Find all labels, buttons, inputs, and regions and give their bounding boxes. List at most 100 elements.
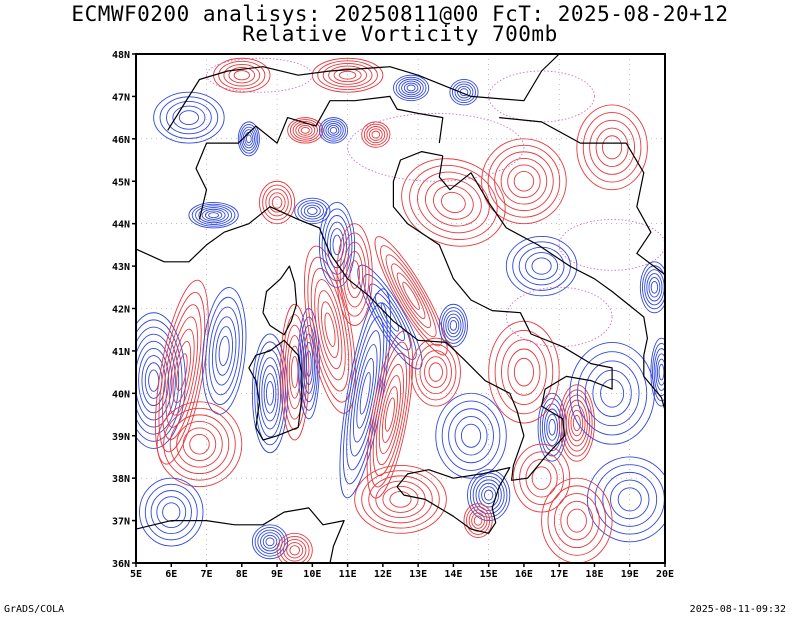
coastlines	[136, 54, 665, 563]
positive-vorticity-contour	[553, 493, 600, 549]
negative-vorticity-contour	[258, 357, 282, 430]
negative-vorticity-contour	[584, 360, 640, 427]
coastline-segment	[167, 54, 560, 131]
positive-vorticity-contour	[415, 343, 457, 401]
positive-vorticity-contour	[369, 341, 411, 488]
positive-vorticity-contour	[471, 512, 485, 529]
negative-vorticity-contour	[188, 202, 239, 229]
negative-vorticity-contour	[251, 333, 289, 454]
negative-vorticity-contour	[265, 537, 275, 547]
negative-vorticity-contour	[655, 353, 665, 391]
positive-vorticity-contour	[380, 245, 443, 347]
lat-tick-label: 36N	[112, 559, 130, 570]
negative-vorticity-contour	[646, 273, 663, 302]
negative-vorticity-contour	[178, 110, 199, 126]
positive-vorticity-contour	[223, 63, 261, 87]
positive-vorticity-contour	[163, 407, 236, 481]
lon-tick-label: 18E	[585, 569, 603, 580]
negative-vorticity-contour	[201, 208, 226, 222]
positive-vorticity-contour	[361, 470, 440, 529]
negative-vorticity-contour	[569, 341, 655, 445]
positive-vorticity-contour	[276, 532, 313, 563]
positive-vorticity-contour	[336, 223, 373, 326]
positive-vorticity-contour	[310, 267, 350, 392]
positive-vorticity-contour	[433, 185, 474, 220]
negative-vorticity-contour	[305, 350, 312, 377]
positive-vorticity-contour	[307, 256, 353, 403]
negative-vorticity-contour	[318, 117, 349, 144]
lon-tick-label: 11E	[339, 569, 357, 580]
negative-vorticity-contour	[254, 526, 286, 557]
negative-vorticity-contour	[398, 78, 424, 98]
lon-tick-label: 7E	[201, 569, 213, 580]
positive-vorticity-contour	[172, 341, 192, 404]
negative-vorticity-contour	[525, 252, 559, 281]
negative-vorticity-contour	[198, 207, 229, 224]
negative-vorticity-contour	[445, 313, 462, 338]
lon-tick-label: 9E	[271, 569, 283, 580]
negative-vorticity-contour	[304, 341, 314, 386]
negative-vorticity-contour	[136, 340, 173, 421]
positive-vorticity-contour	[428, 362, 443, 382]
positive-vorticity-contour	[384, 397, 395, 432]
positive-vorticity-contour	[488, 320, 560, 424]
graticule	[136, 54, 665, 563]
negative-vorticity-contour	[656, 358, 665, 386]
negative-vorticity-contour	[303, 204, 321, 218]
negative-vorticity-contour	[652, 342, 665, 402]
positive-vorticity-contour	[566, 508, 587, 533]
latitude-axis: 36N 37N 38N 39N 40N 41N 42N 43N 44N 45N 46N 47N 48N	[112, 50, 136, 570]
lat-tick-label: 38N	[112, 474, 130, 485]
negative-vorticity-contour	[546, 413, 559, 441]
negative-vorticity-contour	[332, 234, 342, 256]
negative-vorticity-contour	[191, 203, 236, 227]
negative-vorticity-contour	[357, 264, 423, 370]
negative-vorticity-contour	[406, 84, 416, 92]
positive-vorticity-contour	[463, 503, 493, 538]
positive-vorticity-contour	[363, 123, 388, 146]
lon-tick-label: 15E	[480, 569, 498, 580]
lat-tick-label: 48N	[112, 50, 130, 61]
coastline-segment	[262, 265, 298, 336]
negative-vorticity-contour	[329, 228, 345, 262]
positive-vorticity-contour	[417, 171, 490, 234]
zero-vorticity-contour	[505, 286, 613, 348]
negative-vorticity-contour	[204, 210, 223, 220]
lon-tick-label: 6E	[165, 569, 177, 580]
negative-vorticity-contour	[548, 418, 556, 436]
positive-vorticity-contour	[292, 121, 318, 140]
positive-vorticity-contour	[402, 281, 420, 310]
negative-vorticity-contour	[329, 126, 338, 134]
positive-vorticity-contour	[419, 350, 452, 395]
positive-vorticity-contour	[409, 164, 498, 240]
positive-vorticity-contour	[582, 112, 642, 183]
lon-tick-label: 13E	[409, 569, 427, 580]
positive-vorticity-contour	[289, 545, 300, 556]
positive-vorticity-contour	[361, 121, 391, 148]
positive-vorticity-contour	[368, 475, 433, 524]
positive-vorticity-contour	[481, 138, 567, 225]
zero-vorticity-contour	[347, 112, 525, 182]
negative-vorticity-contour	[136, 319, 183, 442]
negative-vorticity-contour	[443, 310, 464, 341]
negative-vorticity-contour	[369, 283, 411, 351]
positive-vorticity-contour	[410, 337, 461, 407]
positive-vorticity-contour	[572, 414, 581, 432]
negative-vorticity-contour	[447, 316, 460, 335]
positive-vorticity-contour	[568, 404, 586, 442]
positive-vorticity-contour	[501, 339, 547, 405]
negative-vorticity-contour	[401, 80, 422, 96]
positive-vorticity-contour	[169, 328, 195, 416]
lat-tick-label: 39N	[112, 432, 130, 443]
negative-vorticity-contour	[395, 76, 427, 100]
footer-credit: GrADS/COLA	[4, 604, 65, 615]
positive-vorticity-contour	[473, 515, 483, 526]
positive-vorticity-contour	[258, 180, 296, 225]
positive-vorticity-contour	[375, 363, 405, 466]
positive-vorticity-contour	[284, 324, 305, 420]
negative-vorticity-contour	[380, 302, 400, 332]
positive-vorticity-contour	[401, 158, 506, 247]
positive-vorticity-contour	[507, 164, 541, 199]
negative-vorticity-contour	[211, 316, 237, 386]
positive-vorticity-contour	[317, 290, 343, 370]
